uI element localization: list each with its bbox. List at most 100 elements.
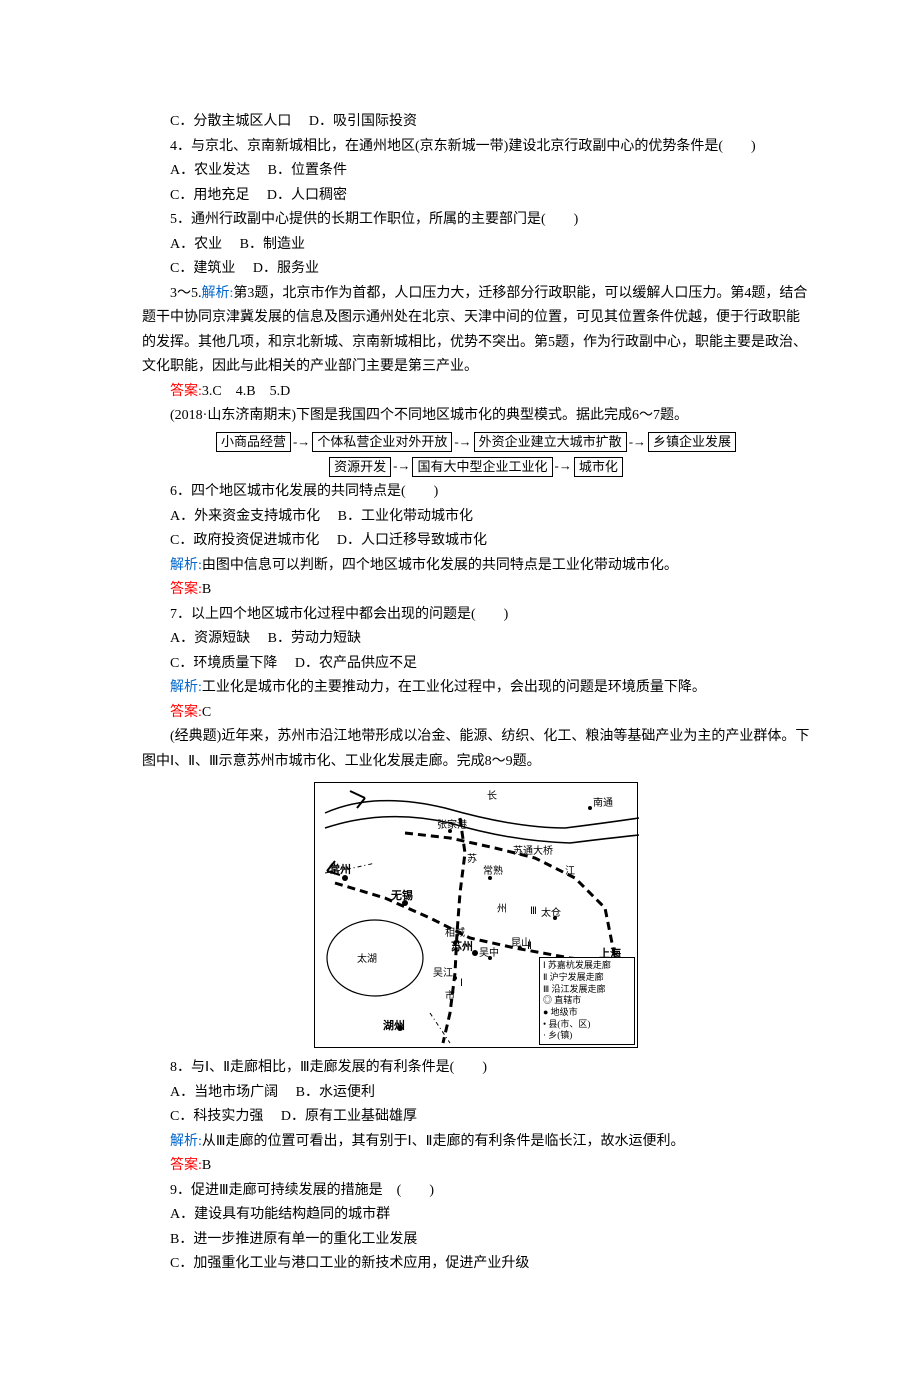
map-label-wujiang: 吴江 <box>433 965 453 983</box>
legend-zxs: ◎ 直辖市 <box>543 995 631 1007</box>
expl-3-5-num: 3～5. <box>170 286 202 301</box>
diagram-box: 资源开发 <box>329 457 391 477</box>
q7-opts-cd: C．环境质量下降 D．农产品供应不足 <box>142 652 810 677</box>
expl-3-5: 3～5.解析:第3题，北京市作为首都，人口压力大，迁移部分行政职能，可以缓解人口… <box>142 282 810 380</box>
map-label-taihu: 太湖 <box>357 951 377 969</box>
q7-opts-ab: A．资源短缺 B．劳动力短缺 <box>142 627 810 652</box>
passage3-intro: (经典题)近年来，苏州市沿江地带形成以冶金、能源、纺织、化工、粮油等基础产业为主… <box>142 725 810 774</box>
q8-opts-ab: A．当地市场广阔 B．水运便利 <box>142 1081 810 1106</box>
map-corridor-i: Ⅰ <box>460 975 463 993</box>
diagram-box: 外资企业建立大城市扩散 <box>474 432 627 452</box>
answer-3-5-val: 3.C 4.B 5.D <box>202 384 290 399</box>
q4-opts-ab: A．农业发达 B．位置条件 <box>142 159 810 184</box>
q6-opt-d: D．人口迁移导致城市化 <box>337 533 487 548</box>
q7-opt-b: B．劳动力短缺 <box>268 631 361 646</box>
answer-3-5: 答案:3.C 4.B 5.D <box>142 380 810 405</box>
map-label-nantong: 南通 <box>593 795 613 813</box>
q5-opt-c: C．建筑业 <box>170 261 235 276</box>
arrow-icon: -→ <box>627 431 648 454</box>
map-legend: Ⅰ 苏嘉杭发展走廊 Ⅱ 沪宁发展走廊 Ⅲ 沿江发展走廊 ◎ 直辖市 ● 地级市 … <box>539 957 635 1045</box>
q4-opt-b: B．位置条件 <box>268 163 347 178</box>
q5-opts-ab: A．农业 B．制造业 <box>142 233 810 258</box>
q6-opt-c: C．政府投资促进城市化 <box>170 533 319 548</box>
map-label-sutong: 苏通大桥 <box>513 843 553 861</box>
q9-opt-a: A．建设具有功能结构趋同的城市群 <box>142 1203 810 1228</box>
q5-opt-a: A．农业 <box>170 237 222 252</box>
jiexi-label: 解析: <box>170 558 202 573</box>
arrow-icon: -→ <box>452 431 473 454</box>
map-corridor-ii: Ⅱ <box>527 938 532 956</box>
answer-label: 答案: <box>170 582 202 597</box>
q6-opts-cd: C．政府投资促进城市化 D．人口迁移导致城市化 <box>142 529 810 554</box>
legend-i: Ⅰ 苏嘉杭发展走廊 <box>543 960 631 972</box>
suzhou-map-wrap: 长 南通 张家港 常州 无锡 苏 常熟 苏通大桥 江 州 相城 太仓 苏州 吴中… <box>142 782 810 1048</box>
q4-opts-cd: C．用地充足 D．人口稠密 <box>142 184 810 209</box>
q4-opt-a: A．农业发达 <box>170 163 250 178</box>
map-label-jiang: 江 <box>565 863 575 881</box>
answer-label: 答案: <box>170 705 202 720</box>
legend-xz: · 乡(镇) <box>543 1030 631 1042</box>
legend-xsq: • 县(市、区) <box>543 1019 631 1031</box>
answer-label: 答案: <box>170 1158 202 1173</box>
map-label-wuxi: 无锡 <box>391 887 413 906</box>
map-label-su: 苏 <box>467 851 477 869</box>
q4-stem: 4．与京北、京南新城相比，在通州地区(京东新城一带)建设北京行政副中心的优势条件… <box>142 135 810 160</box>
q7-opt-d: D．农产品供应不足 <box>295 656 417 671</box>
map-label-shi: 市 <box>445 988 455 1006</box>
legend-ii: Ⅱ 沪宁发展走廊 <box>543 972 631 984</box>
q9-stem: 9．促进Ⅲ走廊可持续发展的措施是 ( ) <box>142 1179 810 1204</box>
q6-opts-ab: A．外来资金支持城市化 B．工业化带动城市化 <box>142 505 810 530</box>
map-label-changshu: 常熟 <box>483 863 503 881</box>
q6-answer: 答案:B <box>142 578 810 603</box>
q7-stem: 7．以上四个地区城市化过程中都会出现的问题是( ) <box>142 603 810 628</box>
q7-answer-val: C <box>202 705 211 720</box>
q3-opt-c: C．分散主城区人口 <box>170 114 291 129</box>
diagram-box: 小商品经营 <box>216 432 291 452</box>
q5-stem: 5．通州行政副中心提供的长期工作职位，所属的主要部门是( ) <box>142 208 810 233</box>
jiexi-label: 解析: <box>202 286 234 301</box>
q3-opt-d: D．吸引国际投资 <box>309 114 417 129</box>
diagram-box: 国有大中型企业工业化 <box>412 457 552 477</box>
map-corridor-iii: Ⅲ <box>530 903 537 921</box>
q8-opt-d: D．原有工业基础雄厚 <box>281 1109 417 1124</box>
map-label-huzhou: 湖州 <box>383 1017 405 1036</box>
q7-opt-a: A．资源短缺 <box>170 631 250 646</box>
q3-opts-cd: C．分散主城区人口 D．吸引国际投资 <box>142 110 810 135</box>
q5-opt-b: B．制造业 <box>240 237 305 252</box>
q8-opt-c: C．科技实力强 <box>170 1109 263 1124</box>
q7-answer: 答案:C <box>142 701 810 726</box>
q8-opt-a: A．当地市场广阔 <box>170 1085 278 1100</box>
q7-expl-body: 工业化是城市化的主要推动力，在工业化过程中，会出现的问题是环境质量下降。 <box>202 680 706 695</box>
q8-opt-b: B．水运便利 <box>296 1085 375 1100</box>
q9-opt-c: C．加强重化工业与港口工业的新技术应用，促进产业升级 <box>142 1252 810 1277</box>
map-label-taicang: 太仓 <box>541 905 561 923</box>
q8-answer: 答案:B <box>142 1154 810 1179</box>
jiexi-label: 解析: <box>170 680 202 695</box>
diagram-box: 城市化 <box>574 457 623 477</box>
map-label-zhangjiagang: 张家港 <box>437 817 467 835</box>
answer-label: 答案: <box>170 384 202 399</box>
legend-iii: Ⅲ 沿江发展走廊 <box>543 984 631 996</box>
map-label-wuzhong: 吴中 <box>479 945 499 963</box>
q6-opt-b: B．工业化带动城市化 <box>338 509 473 524</box>
q8-stem: 8．与Ⅰ、Ⅱ走廊相比，Ⅲ走廊发展的有利条件是( ) <box>142 1056 810 1081</box>
expl-3-5-body: 第3题，北京市作为首都，人口压力大，迁移部分行政职能，可以缓解人口压力。第4题，… <box>142 286 807 375</box>
map-label-changzhou: 常州 <box>329 861 351 880</box>
map-label-suzhou: 苏州 <box>451 938 473 957</box>
suzhou-map: 长 南通 张家港 常州 无锡 苏 常熟 苏通大桥 江 州 相城 太仓 苏州 吴中… <box>314 782 638 1048</box>
jiexi-label: 解析: <box>170 1134 202 1149</box>
legend-djs: ● 地级市 <box>543 1007 631 1019</box>
q8-answer-val: B <box>202 1158 211 1173</box>
q8-expl: 解析:从Ⅲ走廊的位置可看出，其有别于Ⅰ、Ⅱ走廊的有利条件是临长江，故水运便利。 <box>142 1130 810 1155</box>
arrow-icon: -→ <box>291 431 312 454</box>
q4-opt-d: D．人口稠密 <box>267 188 347 203</box>
q4-opt-c: C．用地充足 <box>170 188 249 203</box>
urbanization-diagram-row2: 资源开发 -→ 国有大中型企业工业化 -→ 城市化 <box>142 455 810 478</box>
arrow-icon: -→ <box>391 455 412 478</box>
q8-opts-cd: C．科技实力强 D．原有工业基础雄厚 <box>142 1105 810 1130</box>
diagram-box: 个体私营企业对外开放 <box>312 432 452 452</box>
q7-opt-c: C．环境质量下降 <box>170 656 277 671</box>
q6-expl-body: 由图中信息可以判断，四个地区城市化发展的共同特点是工业化带动城市化。 <box>202 558 678 573</box>
q6-opt-a: A．外来资金支持城市化 <box>170 509 320 524</box>
q9-opt-b: B．进一步推进原有单一的重化工业发展 <box>142 1228 810 1253</box>
